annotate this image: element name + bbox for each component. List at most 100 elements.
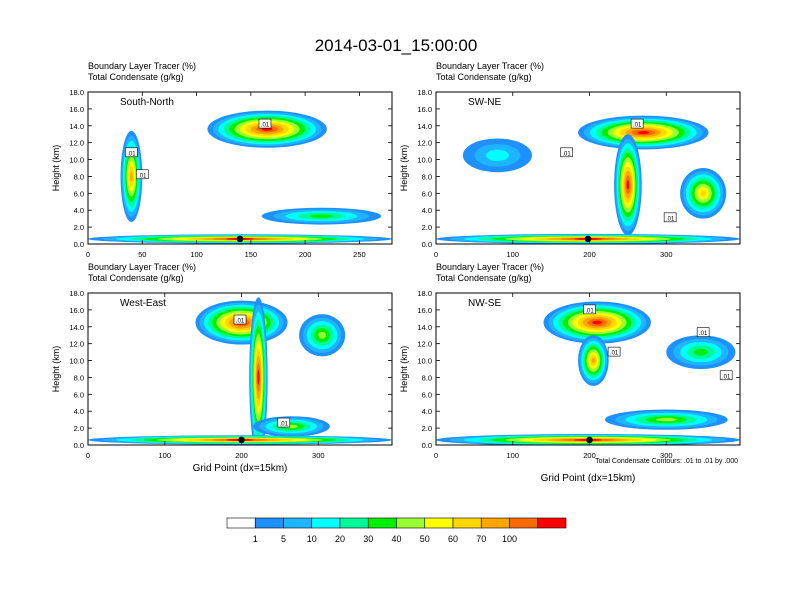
x-tick-label: 200 <box>583 451 596 460</box>
contour-label-box <box>125 147 138 158</box>
x-axis-label: Grid Point (dx=15km) <box>541 473 636 484</box>
contour-label: .01 <box>127 151 136 157</box>
storm-center-marker <box>236 235 244 243</box>
y-tick-label: 8.0 <box>422 373 432 382</box>
x-tick-label: 250 <box>353 250 366 259</box>
colorbar-swatch <box>480 517 510 529</box>
y-tick-label: 8.0 <box>422 172 432 181</box>
color-field <box>88 110 392 244</box>
contour-label-box <box>607 346 621 357</box>
plot-frame <box>87 91 393 245</box>
y-tick-label: 10.0 <box>69 357 84 366</box>
x-tick-label: 0 <box>86 451 90 460</box>
x-tick-label: 300 <box>660 451 673 460</box>
y-tick-label: 0.0 <box>422 240 432 249</box>
x-tick-label: 200 <box>583 250 596 259</box>
figure-title: 2014-03-01_15:00:00 <box>315 36 478 55</box>
panel-name: South-North <box>120 97 174 108</box>
x-tick-label: 300 <box>660 250 673 259</box>
contour-label-box <box>719 370 733 381</box>
plot-frame <box>435 91 741 245</box>
y-tick-label: 4.0 <box>74 407 84 416</box>
x-tick-label: 50 <box>138 250 146 259</box>
panel-header-tracer: Boundary Layer Tracer (%) <box>88 262 196 272</box>
contour-label-box <box>277 417 291 428</box>
y-tick-label: 0.0 <box>422 441 432 450</box>
y-tick-label: 10.0 <box>417 156 432 165</box>
contour-label: .01 <box>666 216 675 222</box>
panel-name: West-East <box>120 298 166 309</box>
y-tick-label: 12.0 <box>417 139 432 148</box>
colorbar: 1 5 10 20 30 40 50 60 70 100 <box>226 517 567 544</box>
contour-label: .01 <box>610 351 619 357</box>
x-tick-label: 100 <box>159 451 172 460</box>
field-level <box>637 130 650 135</box>
contour-label-box <box>258 118 272 129</box>
contour-label-box <box>135 169 149 180</box>
contour-label: .01 <box>585 308 594 314</box>
colorbar-label: 30 <box>363 534 373 544</box>
field-level <box>318 331 326 339</box>
x-tick-label: 100 <box>190 250 203 259</box>
y-tick-label: 14.0 <box>69 323 84 332</box>
field-level <box>626 180 630 190</box>
panel-header-condensate: Total Condensate (g/kg) <box>88 273 184 283</box>
colorbar-swatch <box>339 517 369 529</box>
colorbar-swatch <box>424 517 454 529</box>
contour-label: .01 <box>562 151 571 157</box>
field-level <box>591 357 596 364</box>
y-tick-label: 2.0 <box>422 223 432 232</box>
contour-label: .01 <box>722 374 731 380</box>
contour-label: .01 <box>699 331 708 337</box>
contour-label-box <box>583 304 596 315</box>
contour-label: .01 <box>280 422 289 428</box>
y-tick-label: 16.0 <box>417 105 432 114</box>
y-tick-label: 16.0 <box>417 306 432 315</box>
field-level <box>485 149 509 161</box>
y-axis-label: Height (km) <box>399 145 409 192</box>
colorbar-swatch <box>311 517 341 529</box>
y-tick-label: 10.0 <box>417 357 432 366</box>
panel-name: NW-SE <box>468 298 501 309</box>
x-tick-label: 100 <box>507 451 520 460</box>
panels: Boundary Layer Tracer (%)Total Condensat… <box>51 61 741 484</box>
y-axis-label: Height (km) <box>51 145 61 192</box>
panel-header-condensate: Total Condensate (g/kg) <box>436 72 532 82</box>
x-tick-label: 0 <box>434 451 438 460</box>
colorbar-swatch <box>254 517 284 529</box>
storm-center-marker <box>586 436 593 444</box>
x-tick-label: 200 <box>235 451 248 460</box>
storm-center-marker <box>238 436 245 444</box>
y-tick-label: 12.0 <box>417 340 432 349</box>
contour-label: .01 <box>261 123 270 129</box>
colorbar-swatch <box>396 517 426 529</box>
contour-label-box <box>560 147 573 158</box>
colorbar-label: 20 <box>335 534 345 544</box>
colorbar-label: 40 <box>391 534 401 544</box>
x-tick-label: 150 <box>245 250 258 259</box>
colorbar-label: 100 <box>502 534 517 544</box>
contour-label-box <box>663 212 677 223</box>
color-field <box>436 301 740 445</box>
field-level <box>130 171 133 182</box>
panel-south-north: Boundary Layer Tracer (%)Total Condensat… <box>51 61 393 259</box>
field-level <box>592 320 603 325</box>
x-tick-label: 300 <box>312 451 325 460</box>
y-tick-label: 14.0 <box>417 323 432 332</box>
colorbar-label: 50 <box>420 534 430 544</box>
colorbar-swatch <box>537 517 567 529</box>
panel-name: SW-NE <box>468 97 501 108</box>
panel-header-tracer: Boundary Layer Tracer (%) <box>436 61 544 71</box>
y-tick-label: 4.0 <box>422 407 432 416</box>
colorbar-swatch <box>509 517 539 529</box>
panel-nw-se: Boundary Layer Tracer (%)Total Condensat… <box>399 262 741 484</box>
x-tick-label: 100 <box>507 250 520 259</box>
x-tick-label: 0 <box>86 250 90 259</box>
contour-label-box <box>233 314 247 325</box>
field-level <box>656 417 677 422</box>
colorbar-swatch <box>226 517 256 529</box>
y-tick-label: 2.0 <box>74 424 84 433</box>
y-tick-label: 16.0 <box>69 306 84 315</box>
panel-header-tracer: Boundary Layer Tracer (%) <box>436 262 544 272</box>
